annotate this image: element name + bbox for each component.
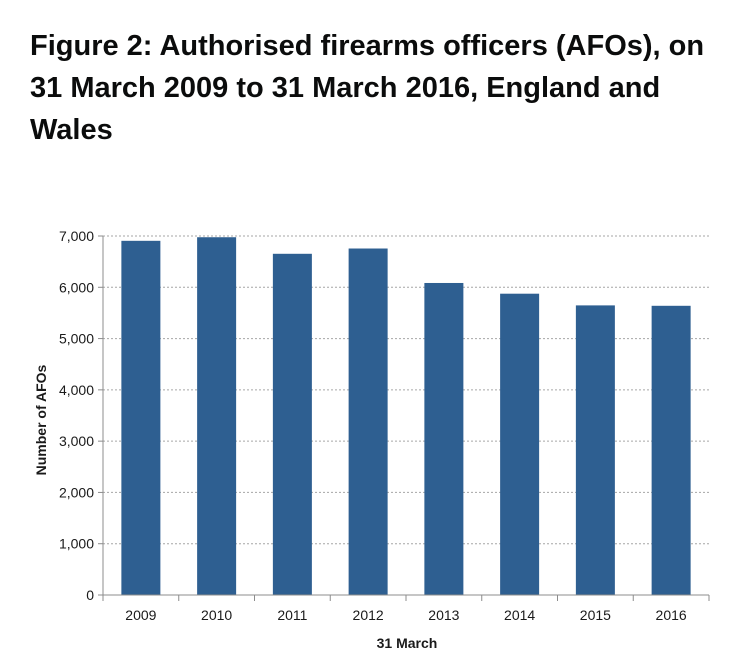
bar-2013	[424, 282, 464, 595]
bar-2016	[651, 305, 691, 595]
x-tick-label: 2014	[504, 607, 535, 623]
bars	[121, 237, 691, 596]
y-tick-label: 5,000	[59, 331, 94, 347]
x-tick-label: 2009	[125, 607, 156, 623]
axes	[98, 235, 710, 601]
y-tick-label: 7,000	[59, 228, 94, 244]
bar-2011	[272, 253, 312, 595]
y-tick-label: 0	[86, 587, 94, 603]
bar-2015	[575, 305, 615, 595]
y-tick-label: 4,000	[59, 382, 94, 398]
bar-2012	[348, 248, 388, 595]
bar-2010	[197, 237, 237, 596]
y-tick-label: 6,000	[59, 279, 94, 295]
y-tick-label: 1,000	[59, 536, 94, 552]
x-tick-label: 2015	[580, 607, 611, 623]
bar-2014	[500, 293, 540, 595]
x-tick-label: 2016	[656, 607, 687, 623]
x-tick-label: 2011	[277, 607, 307, 623]
gridlines	[103, 235, 709, 545]
x-tick-label: 2012	[353, 607, 384, 623]
x-tick-label: 2010	[201, 607, 232, 623]
y-tick-label: 2,000	[59, 484, 94, 500]
y-axis-title: Number of AFOs	[33, 364, 49, 475]
figure-title: Figure 2: Authorised firearms officers (…	[30, 30, 705, 146]
tick-labels: 0 1,000 2,000 3,000 4,000 5,000 6,000 7,000 2009…	[59, 228, 687, 623]
x-tick-label: 2013	[428, 607, 459, 623]
x-axis-title: 31 March	[377, 635, 438, 651]
y-tick-label: 3,000	[59, 433, 94, 449]
bar-2009	[121, 240, 161, 595]
